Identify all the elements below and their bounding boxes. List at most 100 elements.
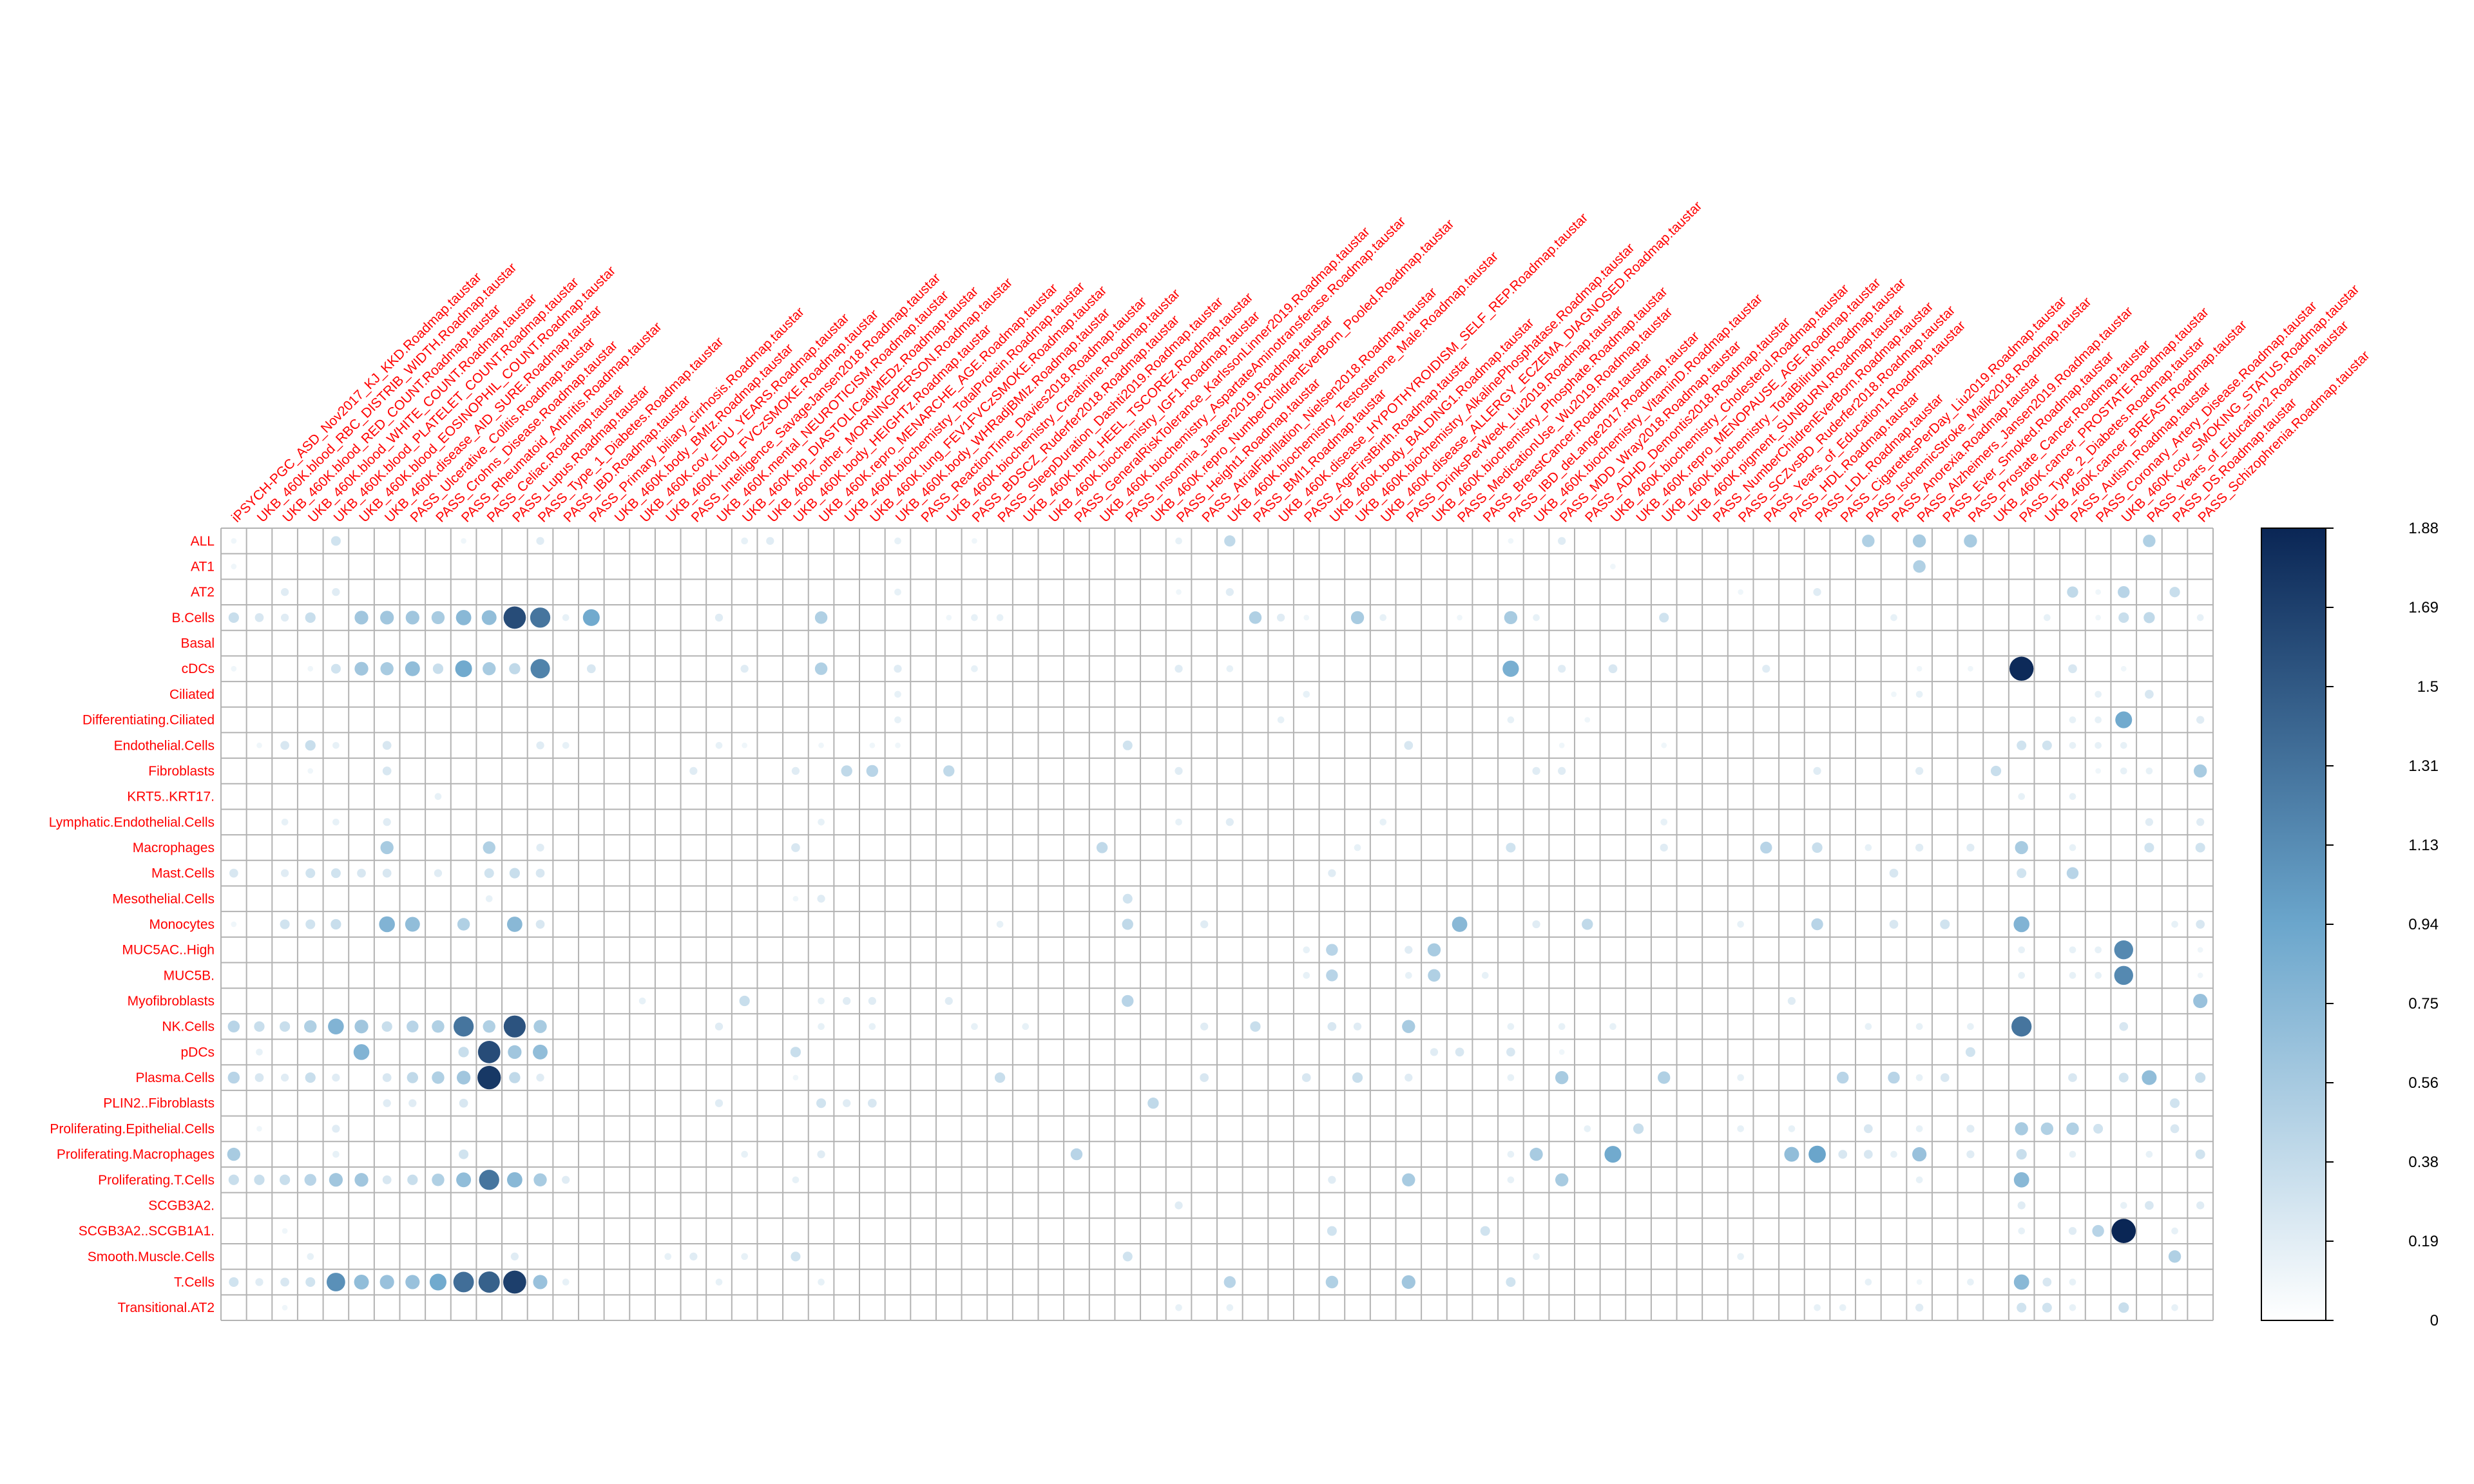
heatmap-cell-circle	[1636, 1051, 1640, 1054]
heatmap-cell-circle	[2145, 1150, 2153, 1158]
heatmap-cell-circle	[488, 1152, 491, 1156]
heatmap-cell-circle	[258, 948, 261, 951]
heatmap-cell-circle	[1737, 1074, 1744, 1081]
heatmap-cell-circle	[2122, 795, 2125, 798]
heatmap-cell-circle	[1586, 744, 1589, 747]
heatmap-cell-circle	[2071, 821, 2075, 824]
heatmap-cell-circle	[283, 1204, 287, 1207]
heatmap-cell-circle	[1228, 974, 1232, 977]
heatmap-cell-circle	[1943, 1178, 1946, 1181]
row-label: B.Cells	[171, 611, 215, 625]
heatmap-cell-circle	[769, 616, 772, 620]
heatmap-cell-circle	[615, 590, 618, 594]
heatmap-cell-circle	[870, 846, 874, 850]
heatmap-cell-circle	[1841, 1204, 1845, 1207]
heatmap-cell-circle	[1560, 1280, 1564, 1284]
heatmap-cell-circle	[717, 897, 721, 900]
heatmap-cell-circle	[692, 1101, 695, 1105]
heatmap-cell-circle	[1790, 948, 1794, 951]
heatmap-cell-circle	[1381, 539, 1385, 543]
heatmap-cell-circle	[2196, 818, 2205, 826]
heatmap-cell-circle	[488, 1255, 491, 1259]
heatmap-cell-circle	[1356, 999, 1359, 1003]
heatmap-cell-circle	[1301, 1073, 1311, 1082]
heatmap-cell-circle	[461, 538, 466, 544]
heatmap-cell-circle	[1688, 871, 1691, 875]
heatmap-cell-circle	[717, 1204, 721, 1207]
heatmap-cell-circle	[334, 1204, 338, 1207]
heatmap-cell-circle	[1024, 1306, 1027, 1309]
heatmap-cell-circle	[973, 897, 976, 900]
heatmap-cell-circle	[947, 667, 950, 671]
heatmap-cell-circle	[973, 642, 976, 645]
heatmap-cell-circle	[1122, 1251, 1133, 1262]
heatmap-cell-circle	[509, 663, 521, 674]
heatmap-cell-circle	[715, 741, 723, 749]
colorbar-tick-label: 1.5	[2417, 678, 2439, 696]
heatmap-cell-circle	[870, 1229, 874, 1233]
heatmap-cell-circle	[714, 1099, 724, 1107]
heatmap-cell-circle	[309, 642, 312, 645]
heatmap-cell-circle	[998, 846, 1002, 850]
heatmap-cell-circle	[564, 1127, 568, 1130]
heatmap-cell-circle	[769, 897, 772, 900]
heatmap-cell-circle	[1024, 1051, 1027, 1054]
heatmap-cell-circle	[2013, 916, 2029, 933]
heatmap-cell-circle	[1865, 844, 1872, 851]
heatmap-cell-circle	[2173, 948, 2176, 951]
heatmap-cell-circle	[590, 871, 593, 875]
heatmap-cell-circle	[820, 1076, 823, 1080]
heatmap-cell-circle	[2122, 1280, 2125, 1284]
heatmap-cell-circle	[1356, 769, 1359, 773]
heatmap-cell-circle	[1484, 948, 1487, 951]
heatmap-cell-circle	[1330, 1051, 1334, 1054]
heatmap-cell-circle	[1024, 744, 1027, 747]
heatmap-cell-circle	[1202, 1306, 1206, 1309]
heatmap-cell-circle	[615, 1306, 618, 1309]
heatmap-cell-circle	[615, 539, 618, 543]
heatmap-cell-circle	[947, 1280, 950, 1284]
heatmap-cell-circle	[1303, 690, 1310, 698]
heatmap-cell-circle	[1305, 846, 1308, 850]
heatmap-cell-circle	[743, 769, 746, 773]
heatmap-cell-circle	[1050, 1280, 1053, 1284]
heatmap-cell-circle	[1228, 1101, 1232, 1105]
heatmap-cell-circle	[1175, 537, 1182, 545]
heatmap-cell-circle	[2198, 897, 2202, 900]
heatmap-cell-circle	[1407, 1229, 1410, 1233]
heatmap-cell-circle	[1484, 565, 1487, 568]
heatmap-cell-circle	[998, 1025, 1002, 1028]
heatmap-cell-circle	[1808, 1145, 1826, 1163]
heatmap-cell-circle	[564, 1101, 568, 1105]
heatmap-cell-circle	[1202, 974, 1206, 977]
heatmap-cell-circle	[1432, 897, 1436, 900]
heatmap-cell-circle	[1330, 1204, 1334, 1207]
heatmap-cell-circle	[1024, 974, 1027, 977]
heatmap-cell-circle	[640, 744, 644, 747]
heatmap-cell-circle	[2020, 565, 2023, 568]
heatmap-cell-circle	[1816, 974, 1819, 977]
heatmap-cell-circle	[794, 1204, 798, 1207]
heatmap-cell-circle	[1555, 1070, 1569, 1085]
heatmap-cell-circle	[1151, 1178, 1155, 1181]
heatmap-cell-circle	[1509, 1101, 1513, 1105]
heatmap-cell-circle	[1202, 1127, 1206, 1130]
heatmap-cell-circle	[666, 1051, 669, 1054]
heatmap-cell-circle	[1432, 642, 1436, 645]
heatmap-cell-circle	[743, 922, 746, 926]
heatmap-cell-circle	[2198, 539, 2202, 543]
heatmap-cell-circle	[232, 974, 236, 977]
heatmap-cell-circle	[1994, 1152, 1998, 1156]
heatmap-cell-circle	[283, 642, 287, 645]
heatmap-cell-circle	[820, 692, 823, 696]
heatmap-cell-circle	[1535, 1306, 1538, 1309]
heatmap-cell-circle	[717, 667, 721, 671]
heatmap-cell-circle	[615, 1204, 618, 1207]
heatmap-cell-circle	[998, 871, 1002, 875]
heatmap-cell-circle	[1841, 744, 1845, 747]
heatmap-cell-circle	[1739, 1204, 1742, 1207]
heatmap-cell-circle	[845, 539, 849, 543]
heatmap-cell-circle	[692, 642, 695, 645]
heatmap-cell-circle	[283, 846, 287, 850]
heatmap-cell-circle	[1254, 565, 1257, 568]
